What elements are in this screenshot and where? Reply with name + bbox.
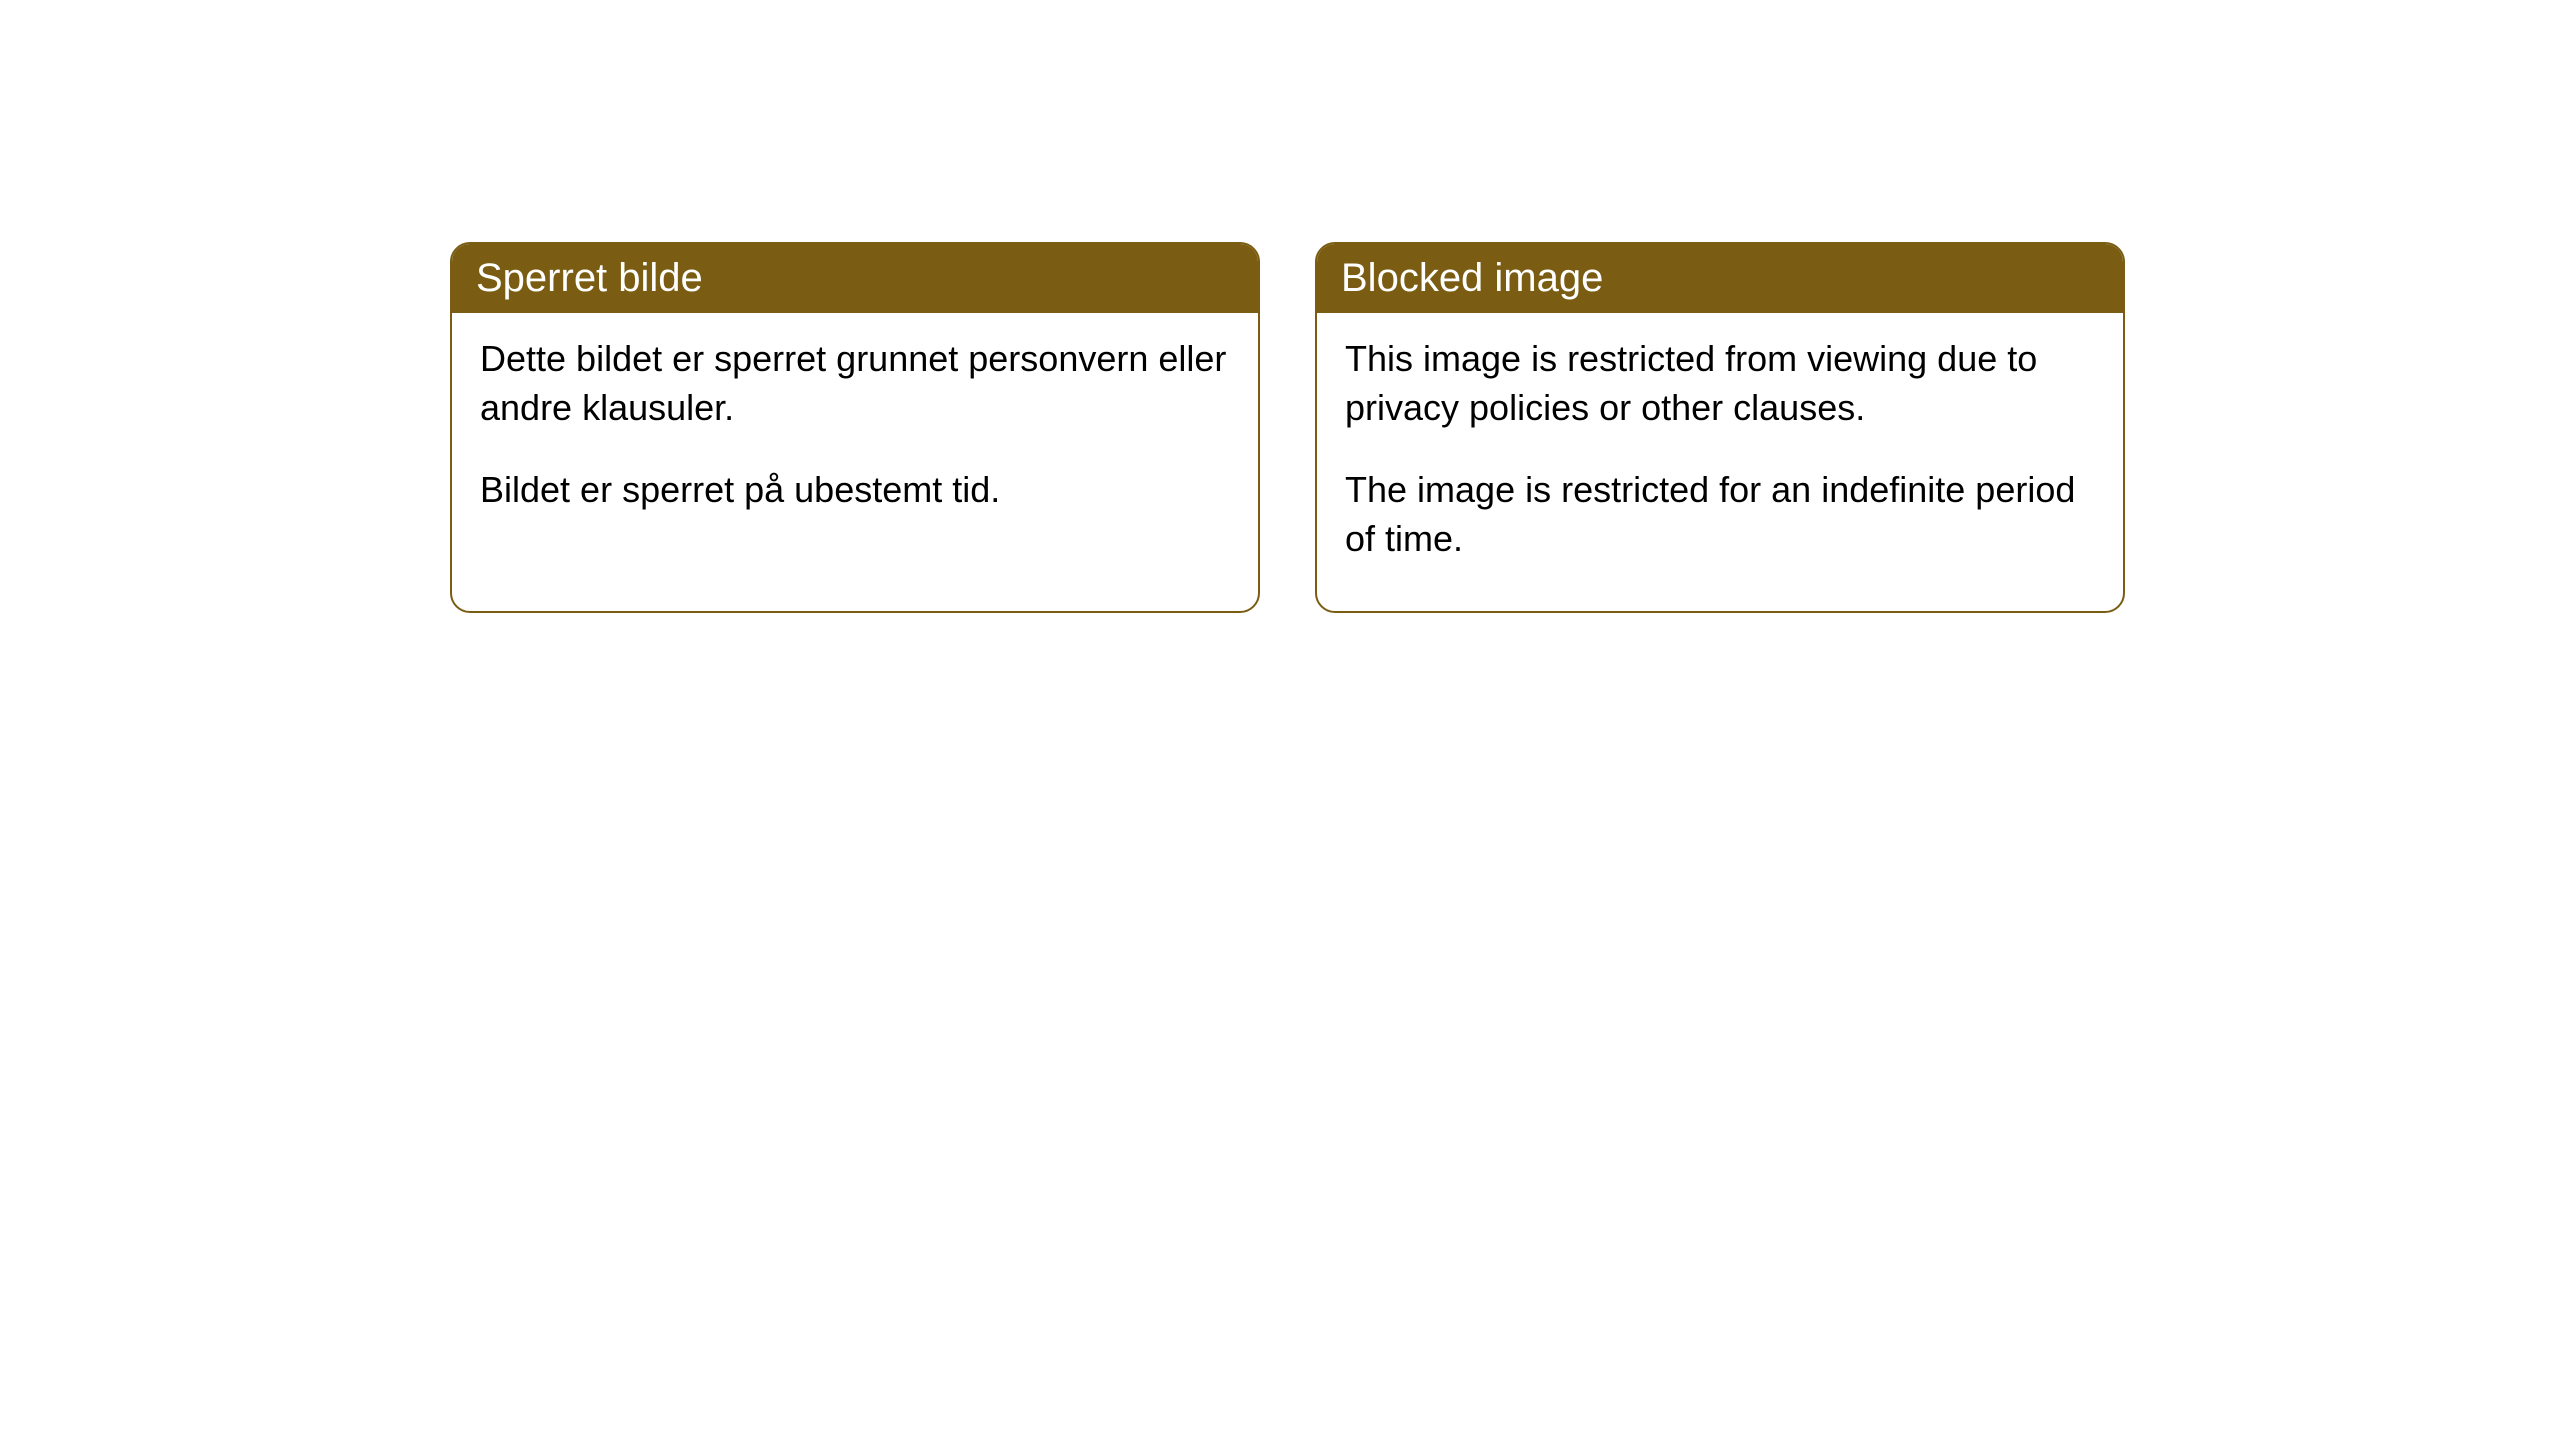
card-body: Dette bildet er sperret grunnet personve…: [452, 313, 1258, 563]
card-paragraph-2: Bildet er sperret på ubestemt tid.: [480, 466, 1230, 515]
notice-card-english: Blocked image This image is restricted f…: [1315, 242, 2125, 613]
card-title: Blocked image: [1341, 256, 1603, 300]
card-body: This image is restricted from viewing du…: [1317, 313, 2123, 611]
card-header: Blocked image: [1317, 244, 2123, 313]
notice-cards-container: Sperret bilde Dette bildet er sperret gr…: [450, 242, 2125, 613]
card-header: Sperret bilde: [452, 244, 1258, 313]
card-paragraph-2: The image is restricted for an indefinit…: [1345, 466, 2095, 563]
card-paragraph-1: This image is restricted from viewing du…: [1345, 335, 2095, 432]
card-title: Sperret bilde: [476, 256, 703, 300]
notice-card-norwegian: Sperret bilde Dette bildet er sperret gr…: [450, 242, 1260, 613]
card-paragraph-1: Dette bildet er sperret grunnet personve…: [480, 335, 1230, 432]
